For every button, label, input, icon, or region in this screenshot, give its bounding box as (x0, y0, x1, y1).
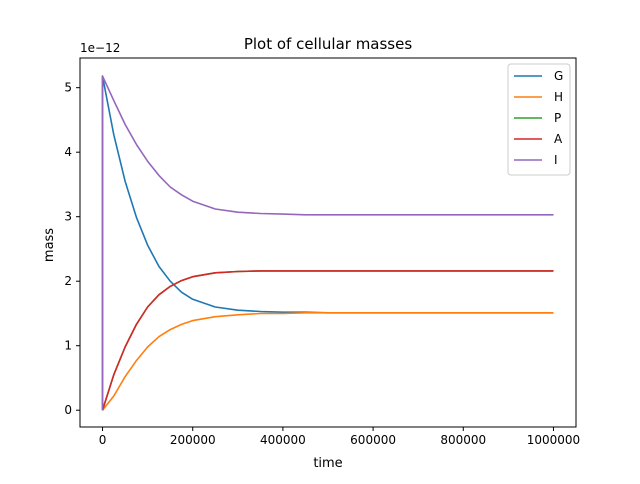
y-tick-label: 2 (64, 274, 72, 288)
x-tick-label: 400000 (260, 433, 306, 447)
y-axis-label: mass (42, 228, 57, 262)
axes-frame (79, 57, 577, 428)
legend-label-h: H (554, 90, 563, 104)
y-tick-label: 5 (64, 81, 72, 95)
y-axis-offset-label: 1e−12 (80, 41, 120, 55)
x-tick-label: 0 (99, 433, 107, 447)
y-tick-label: 0 (64, 403, 72, 417)
y-tick-label: 4 (64, 145, 72, 159)
legend-box (507, 63, 571, 176)
y-tick-label: 3 (64, 210, 72, 224)
plot-area: 0 200000 400000 600000 800000 1000000 0 1 2 3 4 5 GH… (64, 57, 580, 447)
x-tick-label: 800000 (440, 433, 486, 447)
legend-label-i: I (554, 153, 558, 167)
series-line-i (101, 75, 554, 411)
x-axis-label: time (313, 456, 342, 471)
series-line-a (101, 270, 554, 411)
x-tick-label: 600000 (350, 433, 396, 447)
legend-label-p: P (554, 111, 561, 125)
series-line-h (101, 312, 554, 411)
legend-label-a: A (554, 132, 563, 146)
x-tick-label: 200000 (170, 433, 216, 447)
legend-label-g: G (554, 69, 563, 83)
x-tick-label: 1000000 (527, 433, 580, 447)
y-tick-label: 1 (64, 339, 72, 353)
chart-title: Plot of cellular masses (244, 35, 413, 53)
